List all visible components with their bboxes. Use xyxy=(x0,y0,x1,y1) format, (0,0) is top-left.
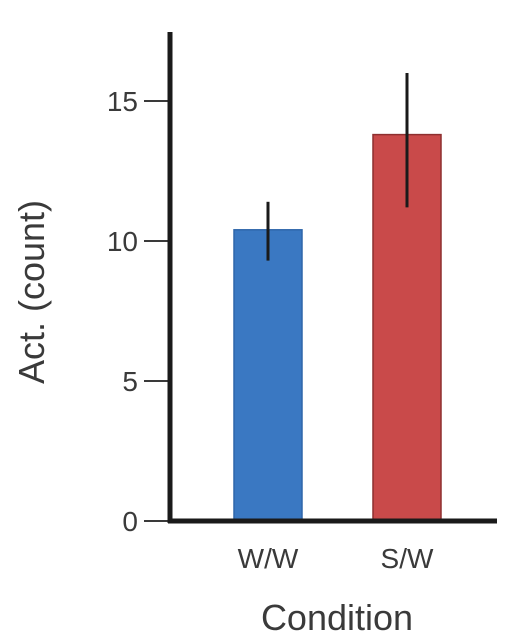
y-axis-ticks: 0 5 10 15 xyxy=(107,86,170,537)
bar-w-w xyxy=(234,230,302,521)
y-tick-label: 15 xyxy=(107,86,138,117)
y-tick-label: 10 xyxy=(107,226,138,257)
x-tick-label: S/W xyxy=(381,543,434,574)
y-axis-title: Act. (count) xyxy=(11,200,52,384)
y-tick-label: 5 xyxy=(122,366,138,397)
bars xyxy=(234,135,441,521)
y-tick-label: 0 xyxy=(122,506,138,537)
x-tick-label: W/W xyxy=(238,543,299,574)
x-axis-tick-labels: W/W S/W xyxy=(238,543,434,574)
x-axis-title: Condition xyxy=(261,597,413,638)
